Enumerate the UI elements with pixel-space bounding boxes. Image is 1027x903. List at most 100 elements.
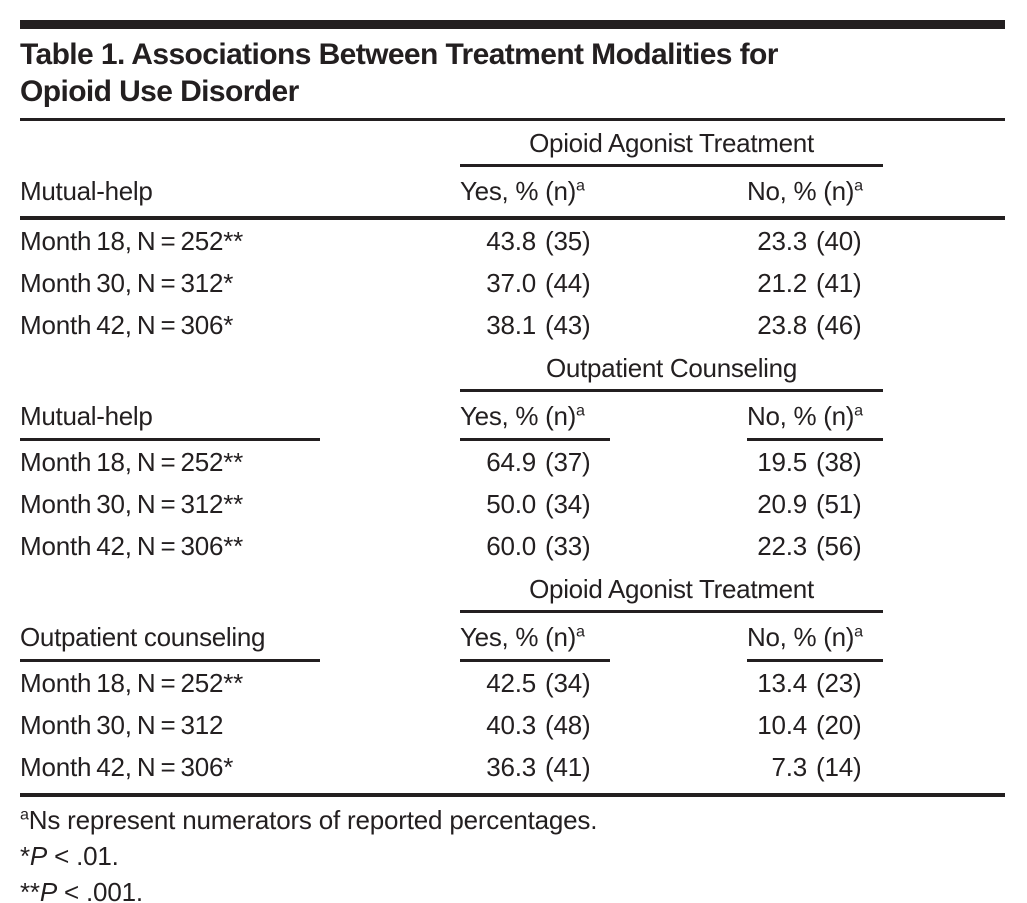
- row-label: Month 30, N = 312**: [20, 489, 460, 520]
- footnote-a-marker: a: [854, 622, 863, 641]
- col-header-yes: Yes, % (n)a: [460, 622, 610, 662]
- row-label: Month 42, N = 306*: [20, 310, 460, 341]
- table-title-line2: Opioid Use Disorder: [20, 75, 299, 108]
- col-header-yes: Yes, % (n)a: [460, 176, 610, 216]
- cell-yes: 40.3 (48): [460, 710, 610, 741]
- yes-n: (41): [545, 751, 591, 782]
- row-label: Month 18, N = 252**: [20, 447, 460, 478]
- footnote-a-marker: a: [575, 622, 585, 641]
- yes-percent: 43.8: [486, 225, 536, 256]
- row-label-text: Month 30, N = 312: [20, 488, 224, 519]
- significance-marker: **: [223, 446, 244, 477]
- no-percent: 19.5: [757, 446, 807, 477]
- table-title-line1: Table 1. Associations Between Treatment …: [20, 38, 778, 71]
- table-row: Month 30, N = 312* 37.0 (44) 21.2 (41): [20, 262, 1005, 304]
- p-symbol: P: [39, 877, 57, 903]
- column-spanner: Opioid Agonist Treatment: [460, 128, 883, 167]
- yes-n: (37): [545, 446, 591, 477]
- table-row: Month 30, N = 312** 50.0 (34) 20.9 (51): [20, 483, 1005, 525]
- no-percent: 20.9: [757, 488, 807, 519]
- table-row: Month 42, N = 306* 36.3 (41) 7.3 (14): [20, 746, 1005, 788]
- row-label-text: Month 18, N = 252: [20, 667, 224, 698]
- col-header-yes-label: Yes, % (n): [460, 401, 576, 431]
- no-n: (41): [816, 267, 862, 298]
- yes-percent: 64.9: [486, 446, 536, 477]
- yes-n: (34): [545, 488, 591, 519]
- footnotes: aNs represent numerators of reported per…: [20, 797, 1005, 903]
- cell-yes: 36.3 (41): [460, 752, 610, 783]
- col-header-no-label: No, % (n): [747, 176, 855, 206]
- asterisk-marker: **: [20, 877, 40, 903]
- significance-marker: **: [223, 667, 244, 698]
- cell-no: 23.3 (40): [747, 226, 883, 257]
- cell-no: 22.3 (56): [747, 531, 883, 562]
- yes-n: (48): [545, 709, 591, 740]
- yes-n: (33): [545, 530, 591, 561]
- row-label: Month 42, N = 306**: [20, 531, 460, 562]
- no-percent: 7.3: [771, 751, 807, 782]
- yes-n: (34): [545, 667, 591, 698]
- row-label-text: Month 18, N = 252: [20, 225, 224, 256]
- spanner-row: Outpatient Counseling: [20, 353, 1005, 392]
- yes-percent: 50.0: [486, 488, 536, 519]
- cell-yes: 64.9 (37): [460, 447, 610, 478]
- no-percent: 10.4: [757, 709, 807, 740]
- no-percent: 23.8: [757, 309, 807, 340]
- cell-yes: 60.0 (33): [460, 531, 610, 562]
- yes-n: (43): [545, 309, 591, 340]
- footnote-a-marker: a: [854, 176, 863, 195]
- significance-marker: *: [223, 267, 234, 298]
- col-header-no: No, % (n)a: [747, 622, 883, 662]
- row-label: Month 42, N = 306*: [20, 752, 460, 783]
- stub-header-label: Mutual-help: [20, 401, 320, 441]
- cell-yes: 38.1 (43): [460, 310, 610, 341]
- no-n: (14): [816, 751, 862, 782]
- row-label-text: Month 30, N = 312: [20, 267, 224, 298]
- no-percent: 21.2: [757, 267, 807, 298]
- significance-marker: *: [223, 751, 234, 782]
- yes-n: (35): [545, 225, 591, 256]
- col-header-yes: Yes, % (n)a: [460, 401, 610, 441]
- row-label: Month 18, N = 252**: [20, 668, 460, 699]
- row-label: Month 18, N = 252**: [20, 226, 460, 257]
- footnote-double-asterisk: **P < .001.: [20, 874, 1005, 903]
- column-spanner: Opioid Agonist Treatment: [460, 574, 883, 613]
- no-n: (51): [816, 488, 862, 519]
- table-title: Table 1. Associations Between Treatment …: [20, 36, 1005, 110]
- significance-marker: **: [223, 488, 244, 519]
- cell-no: 20.9 (51): [747, 489, 883, 520]
- spanner-row: Opioid Agonist Treatment: [20, 574, 1005, 613]
- cell-no: 19.5 (38): [747, 447, 883, 478]
- section-mutual-help-vs-oat: Opioid Agonist Treatment Mutual-help Yes…: [20, 128, 1005, 346]
- title-divider-rule: [20, 118, 1005, 121]
- yes-percent: 40.3: [486, 709, 536, 740]
- table-row: Month 42, N = 306** 60.0 (33) 22.3 (56): [20, 525, 1005, 567]
- asterisk-marker: *: [20, 841, 30, 871]
- row-label: Month 30, N = 312*: [20, 268, 460, 299]
- row-label-text: Month 30, N = 312: [20, 709, 224, 740]
- significance-marker: *: [223, 309, 234, 340]
- spanner-row: Opioid Agonist Treatment: [20, 128, 1005, 167]
- col-header-no-label: No, % (n): [747, 401, 855, 431]
- table-row: Month 18, N = 252** 42.5 (34) 13.4 (23): [20, 662, 1005, 704]
- row-label-text: Month 42, N = 306: [20, 751, 224, 782]
- header-row: Mutual-help Yes, % (n)a No, % (n)a: [20, 167, 1005, 220]
- no-n: (40): [816, 225, 862, 256]
- row-label-text: Month 18, N = 252: [20, 446, 224, 477]
- significance-marker: **: [223, 225, 244, 256]
- footnote-a: aNs represent numerators of reported per…: [20, 802, 1005, 838]
- no-percent: 23.3: [757, 225, 807, 256]
- cell-no: 13.4 (23): [747, 668, 883, 699]
- no-n: (56): [816, 530, 862, 561]
- cell-no: 10.4 (20): [747, 710, 883, 741]
- yes-percent: 37.0: [486, 267, 536, 298]
- cell-no: 7.3 (14): [747, 752, 883, 783]
- footnote-a-marker: a: [575, 401, 585, 420]
- cell-yes: 50.0 (34): [460, 489, 610, 520]
- section-counseling-vs-oat: Opioid Agonist Treatment Outpatient coun…: [20, 574, 1005, 788]
- column-spanner: Outpatient Counseling: [460, 353, 883, 392]
- no-percent: 22.3: [757, 530, 807, 561]
- no-n: (46): [816, 309, 862, 340]
- col-header-yes-label: Yes, % (n): [460, 622, 576, 652]
- cell-no: 23.8 (46): [747, 310, 883, 341]
